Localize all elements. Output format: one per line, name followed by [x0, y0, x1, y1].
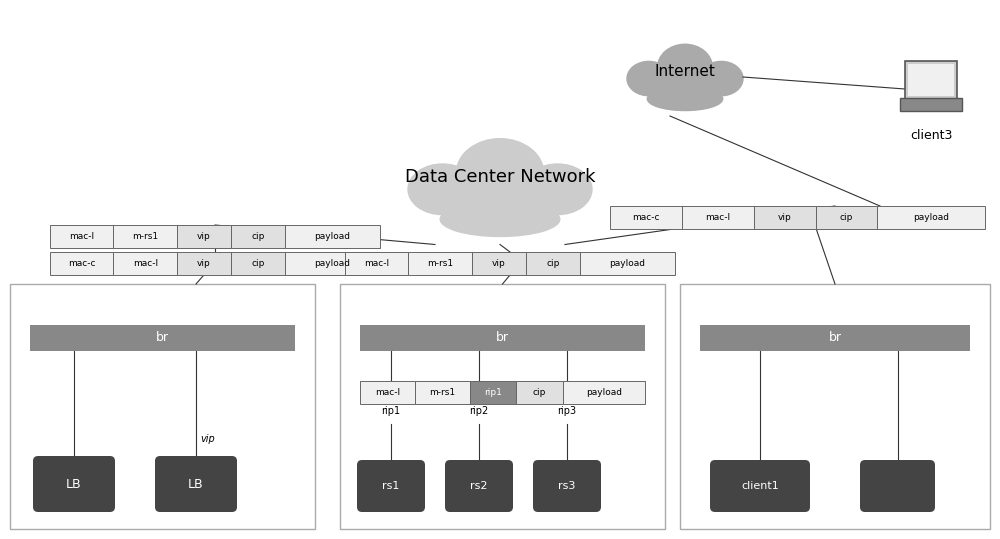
Text: rs3: rs3 [558, 481, 576, 491]
Ellipse shape [700, 61, 743, 96]
FancyBboxPatch shape [860, 460, 935, 512]
FancyBboxPatch shape [285, 252, 380, 275]
FancyBboxPatch shape [360, 325, 645, 351]
FancyBboxPatch shape [231, 252, 285, 275]
FancyBboxPatch shape [908, 64, 954, 96]
Text: mac-l: mac-l [364, 259, 389, 268]
Text: cip: cip [839, 213, 853, 222]
FancyBboxPatch shape [30, 325, 295, 351]
FancyBboxPatch shape [445, 460, 513, 512]
Ellipse shape [408, 164, 477, 215]
FancyBboxPatch shape [682, 206, 754, 229]
Text: client1: client1 [741, 481, 779, 491]
FancyBboxPatch shape [285, 225, 380, 248]
Text: br: br [496, 331, 509, 344]
Ellipse shape [440, 202, 560, 237]
Text: m-rs1: m-rs1 [427, 259, 453, 268]
FancyBboxPatch shape [177, 252, 231, 275]
Text: vip: vip [778, 213, 792, 222]
FancyBboxPatch shape [710, 460, 810, 512]
Text: Data Center Network: Data Center Network [405, 168, 595, 186]
Ellipse shape [456, 139, 544, 208]
Text: vip: vip [197, 232, 211, 241]
Ellipse shape [681, 78, 718, 105]
FancyBboxPatch shape [231, 225, 285, 248]
FancyBboxPatch shape [900, 98, 962, 111]
FancyBboxPatch shape [680, 284, 990, 529]
Text: cip: cip [533, 388, 546, 397]
FancyBboxPatch shape [754, 206, 816, 229]
Ellipse shape [627, 61, 670, 96]
Ellipse shape [448, 188, 506, 228]
FancyBboxPatch shape [610, 206, 682, 229]
FancyBboxPatch shape [155, 456, 237, 512]
FancyBboxPatch shape [33, 456, 115, 512]
FancyBboxPatch shape [113, 225, 177, 248]
FancyBboxPatch shape [470, 381, 516, 404]
FancyBboxPatch shape [526, 252, 580, 275]
Text: mac-c: mac-c [632, 213, 660, 222]
Text: cip: cip [546, 259, 560, 268]
Ellipse shape [652, 78, 689, 105]
Text: client3: client3 [910, 129, 952, 142]
Text: payload: payload [609, 259, 645, 268]
FancyBboxPatch shape [533, 460, 601, 512]
FancyBboxPatch shape [580, 252, 675, 275]
Text: payload: payload [913, 213, 949, 222]
Text: vip: vip [492, 259, 506, 268]
FancyBboxPatch shape [700, 325, 970, 351]
Text: mac-c: mac-c [68, 259, 95, 268]
FancyBboxPatch shape [816, 206, 877, 229]
Text: mac-l: mac-l [69, 232, 94, 241]
FancyBboxPatch shape [472, 252, 526, 275]
Text: vip: vip [200, 434, 215, 444]
FancyBboxPatch shape [10, 284, 315, 529]
Ellipse shape [657, 44, 713, 91]
Text: LB: LB [66, 478, 82, 490]
Text: cip: cip [251, 259, 265, 268]
FancyBboxPatch shape [516, 381, 563, 404]
Text: mac-l: mac-l [706, 213, 731, 222]
Ellipse shape [647, 87, 723, 110]
FancyBboxPatch shape [563, 381, 645, 404]
FancyBboxPatch shape [905, 61, 957, 99]
FancyBboxPatch shape [177, 225, 231, 248]
Text: cip: cip [251, 232, 265, 241]
Text: rs2: rs2 [470, 481, 488, 491]
FancyBboxPatch shape [50, 225, 113, 248]
Text: payload: payload [586, 388, 622, 397]
Text: rip2: rip2 [469, 406, 489, 416]
Text: Internet: Internet [655, 65, 715, 79]
Text: payload: payload [314, 232, 350, 241]
Text: payload: payload [314, 259, 350, 268]
Text: rip1: rip1 [381, 406, 401, 416]
Text: mac-l: mac-l [133, 259, 158, 268]
FancyBboxPatch shape [877, 206, 985, 229]
FancyBboxPatch shape [345, 252, 408, 275]
Text: vip: vip [197, 259, 211, 268]
Text: rip1: rip1 [484, 388, 502, 397]
Text: m-rs1: m-rs1 [429, 388, 455, 397]
Text: br: br [828, 331, 842, 344]
FancyBboxPatch shape [408, 252, 472, 275]
FancyBboxPatch shape [415, 381, 470, 404]
Text: br: br [156, 331, 169, 344]
Ellipse shape [494, 188, 552, 228]
FancyBboxPatch shape [340, 284, 665, 529]
Text: rip3: rip3 [557, 406, 577, 416]
Ellipse shape [523, 164, 592, 215]
FancyBboxPatch shape [357, 460, 425, 512]
Text: mac-l: mac-l [375, 388, 400, 397]
FancyBboxPatch shape [113, 252, 177, 275]
Text: m-rs1: m-rs1 [132, 232, 158, 241]
FancyBboxPatch shape [50, 252, 113, 275]
FancyBboxPatch shape [360, 381, 415, 404]
Text: rs1: rs1 [382, 481, 400, 491]
Text: LB: LB [188, 478, 204, 490]
